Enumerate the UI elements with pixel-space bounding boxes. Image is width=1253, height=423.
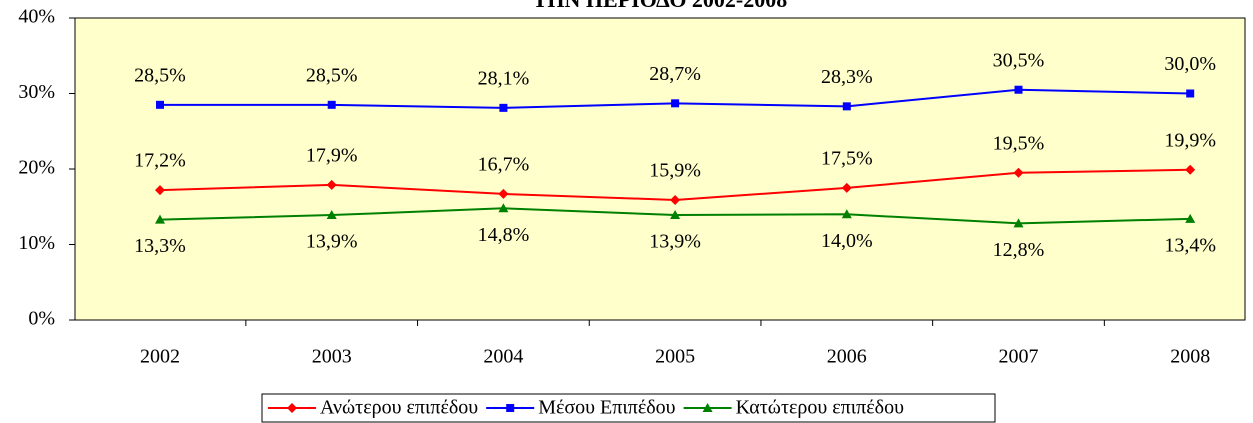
x-tick-label: 2002 — [140, 346, 180, 368]
data-label: 15,9% — [649, 160, 701, 182]
marker — [841, 209, 852, 219]
chart-title: ΤΗΝ ΠΕΡΙΟΔΟ 2002-2008 — [533, 0, 788, 12]
marker — [671, 99, 680, 108]
legend-box — [261, 393, 996, 423]
data-label: 30,5% — [993, 49, 1045, 71]
marker — [1013, 167, 1024, 178]
data-label: 12,8% — [993, 239, 1045, 261]
marker — [155, 214, 165, 224]
y-tick-label: 10% — [18, 232, 55, 254]
legend-label: Ανώτερου επιπέδου — [320, 397, 478, 419]
data-label: 28,3% — [821, 66, 873, 88]
data-label: 30,0% — [1164, 53, 1216, 75]
marker — [327, 100, 336, 109]
marker — [841, 182, 852, 193]
y-tick-label: 40% — [18, 6, 55, 28]
data-label: 28,1% — [478, 67, 530, 89]
data-label: 13,9% — [649, 231, 701, 253]
x-tick-label: 2005 — [655, 346, 695, 368]
x-tick-label: 2007 — [999, 346, 1039, 368]
marker — [498, 188, 509, 199]
data-label: 14,8% — [478, 224, 530, 246]
marker — [506, 404, 515, 412]
marker — [842, 102, 851, 111]
marker — [1185, 213, 1196, 223]
y-tick-label: 30% — [18, 81, 55, 103]
data-label: 13,9% — [306, 231, 358, 253]
data-label: 28,5% — [134, 64, 186, 86]
marker — [499, 103, 508, 112]
marker — [1186, 89, 1195, 98]
data-label: 17,2% — [134, 150, 186, 172]
data-label: 19,9% — [1164, 129, 1216, 151]
marker — [702, 403, 713, 412]
data-label: 17,5% — [821, 147, 873, 169]
x-tick-label: 2003 — [312, 346, 352, 368]
data-label: 16,7% — [478, 154, 530, 176]
x-tick-label: 2008 — [1170, 346, 1210, 368]
marker — [670, 210, 681, 220]
marker — [287, 403, 297, 413]
x-tick-label: 2006 — [827, 346, 867, 368]
data-label: 28,5% — [306, 64, 358, 86]
y-tick-label: 20% — [18, 157, 55, 179]
marker — [1014, 85, 1023, 94]
marker — [1185, 164, 1196, 175]
data-label: 17,9% — [306, 144, 358, 166]
marker — [1013, 218, 1024, 228]
marker — [156, 100, 164, 109]
marker — [326, 210, 337, 220]
data-label: 19,5% — [993, 132, 1045, 154]
data-label: 13,4% — [1164, 234, 1216, 256]
data-label: 13,3% — [134, 235, 186, 257]
legend-label: Κατώτερου επιπέδου — [736, 397, 904, 419]
marker — [155, 185, 165, 196]
marker — [670, 194, 681, 205]
marker — [498, 203, 509, 213]
legend-label: Μέσου Επιπέδου — [538, 397, 675, 419]
y-tick-label: 0% — [28, 308, 55, 330]
data-label: 14,0% — [821, 230, 873, 252]
data-label: 28,7% — [649, 63, 701, 85]
x-tick-label: 2004 — [483, 346, 523, 368]
plot-area — [74, 17, 1246, 321]
marker — [326, 179, 337, 190]
